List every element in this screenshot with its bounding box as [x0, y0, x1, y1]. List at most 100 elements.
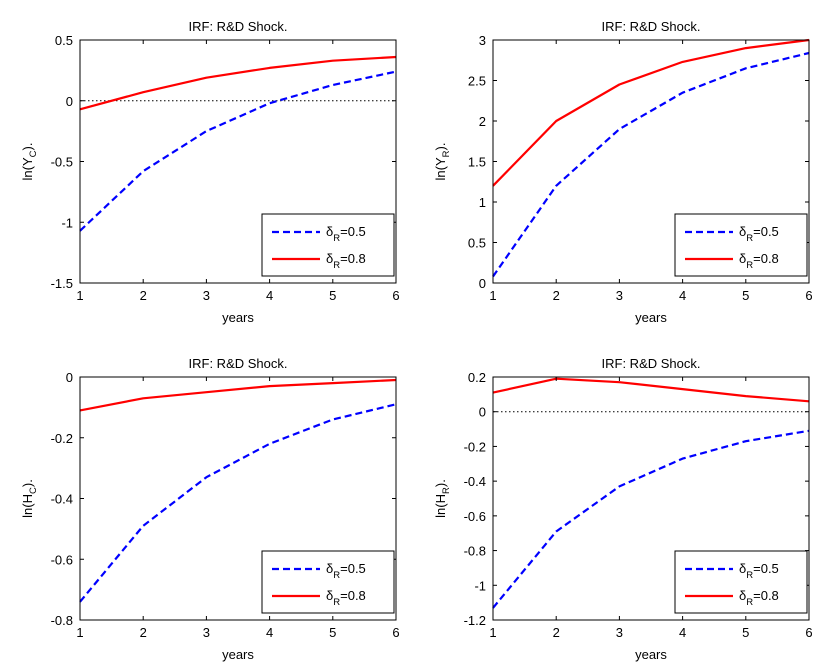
x-tick-label: 2: [553, 625, 560, 640]
legend-label-0: δR=0.5: [326, 224, 366, 244]
y-tick-label: 2.5: [468, 74, 486, 89]
y-axis-label: ln(YC).: [20, 143, 39, 181]
legend-box: [674, 550, 808, 614]
y-tick-label: -0.2: [51, 431, 73, 446]
y-axis-label-suffix: ).: [433, 479, 448, 487]
chart-panel-ln-yr: 1 2 3 4 5 6 0 0.5 1 1.5 2 2.5 3 IRF: R&D Shock. years l…: [433, 19, 813, 325]
chart-panel-ln-yc: 1 2 3 4 5 6 -1.5 -1 -0.5 0 0.5 IRF: R&D Shock. years…: [20, 19, 400, 325]
x-tick-label: 2: [553, 288, 560, 303]
y-tick-label: 0.2: [468, 370, 486, 385]
legend-label-0: δR=0.5: [326, 561, 366, 581]
legend-label-symbol: δ: [739, 251, 746, 266]
legend-label-value: =0.5: [753, 561, 779, 576]
x-tick-label: 6: [805, 288, 812, 303]
x-tick-label: 3: [616, 288, 623, 303]
legend-label-subscript: R: [746, 233, 753, 244]
legend-label-1: δR=0.8: [326, 588, 366, 608]
x-tick-label: 1: [76, 288, 83, 303]
y-axis-label: ln(HR).: [433, 479, 452, 518]
legend-label-value: =0.5: [340, 561, 366, 576]
x-tick-label: 5: [742, 625, 749, 640]
legend-box: [674, 213, 808, 277]
legend-label-symbol: δ: [326, 251, 333, 266]
legend-label-subscript: R: [746, 260, 753, 271]
series-line-0: [79, 70, 397, 232]
x-tick-label: 5: [329, 625, 336, 640]
y-axis-label: ln(HC).: [20, 479, 39, 518]
y-axis-label-subscript: C: [28, 487, 39, 494]
y-tick-label: 0: [66, 94, 73, 109]
legend-label-value: =0.8: [753, 251, 779, 266]
y-tick-label: 3: [479, 33, 486, 48]
legend-label-symbol: δ: [326, 224, 333, 239]
legend-label-subscript: R: [333, 233, 340, 244]
x-tick-label: 4: [679, 288, 686, 303]
x-tick-label: 3: [203, 625, 210, 640]
x-tick-label: 6: [392, 625, 399, 640]
y-axis-label-text: ln(Y: [433, 157, 448, 180]
y-tick-label: -1.5: [51, 276, 73, 291]
chart-title: IRF: R&D Shock.: [189, 356, 288, 371]
legend-label-symbol: δ: [739, 224, 746, 239]
legend-label-value: =0.8: [753, 588, 779, 603]
y-axis-label-subscript: C: [28, 150, 39, 157]
legend-label-subscript: R: [333, 597, 340, 608]
y-tick-label: -1.2: [464, 613, 486, 628]
x-tick-label: 3: [203, 288, 210, 303]
x-axis-label: years: [222, 310, 254, 325]
y-tick-label: 0.5: [55, 33, 73, 48]
legend-box: [261, 550, 395, 614]
y-tick-label: -0.8: [51, 613, 73, 628]
x-tick-label: 2: [140, 625, 147, 640]
series-line-1: [79, 378, 397, 412]
y-tick-label: 2: [479, 114, 486, 129]
y-axis-label-suffix: ).: [20, 479, 35, 487]
x-tick-label: 6: [392, 288, 399, 303]
legend-label-0: δR=0.5: [739, 561, 779, 581]
y-tick-label: -0.6: [51, 552, 73, 567]
legend-label-0: δR=0.5: [739, 224, 779, 244]
legend-label-subscript: R: [746, 597, 753, 608]
x-tick-label: 1: [76, 625, 83, 640]
series-line-1: [492, 38, 810, 187]
legend: δR=0.5δR=0.8: [674, 213, 808, 277]
legend-label-subscript: R: [333, 570, 340, 581]
x-axis-label: years: [635, 310, 667, 325]
y-axis-label-text: ln(H: [20, 494, 35, 518]
axes-frame: [492, 376, 810, 621]
legend-label-subscript: R: [333, 260, 340, 271]
y-tick-label: -1: [474, 578, 486, 593]
legend-label-value: =0.5: [753, 224, 779, 239]
y-tick-label: 0: [479, 276, 486, 291]
y-axis-label-subscript: R: [441, 487, 452, 494]
y-tick-label: -0.8: [464, 544, 486, 559]
legend-label-1: δR=0.8: [326, 251, 366, 271]
x-tick-label: 6: [805, 625, 812, 640]
x-axis-label: years: [222, 647, 254, 662]
legend: δR=0.5δR=0.8: [261, 213, 395, 277]
series-line-1: [492, 377, 810, 403]
series-line-1: [79, 55, 397, 111]
y-axis-label: ln(YR).: [433, 143, 452, 181]
y-tick-label: -0.4: [464, 474, 486, 489]
x-axis-label: years: [635, 647, 667, 662]
x-tick-label: 1: [489, 625, 496, 640]
legend-label-value: =0.8: [340, 251, 366, 266]
y-tick-label: -1: [61, 215, 73, 230]
x-tick-label: 4: [679, 625, 686, 640]
x-tick-label: 1: [489, 288, 496, 303]
legend-label-symbol: δ: [326, 588, 333, 603]
series-line-0: [79, 403, 397, 603]
x-tick-label: 4: [266, 625, 273, 640]
chart-panel-ln-hc: 1 2 3 4 5 6 -0.8 -0.6 -0.4 -0.2 0 IRF: R&D Shock. ye…: [20, 356, 400, 662]
legend-label-symbol: δ: [739, 561, 746, 576]
series-line-0: [492, 51, 810, 278]
chart-title: IRF: R&D Shock.: [602, 356, 701, 371]
legend-label-symbol: δ: [326, 561, 333, 576]
chart-title: IRF: R&D Shock.: [602, 19, 701, 34]
y-tick-label: -0.4: [51, 492, 73, 507]
y-tick-label: 1.5: [468, 155, 486, 170]
legend-label-1: δR=0.8: [739, 251, 779, 271]
x-tick-label: 2: [140, 288, 147, 303]
